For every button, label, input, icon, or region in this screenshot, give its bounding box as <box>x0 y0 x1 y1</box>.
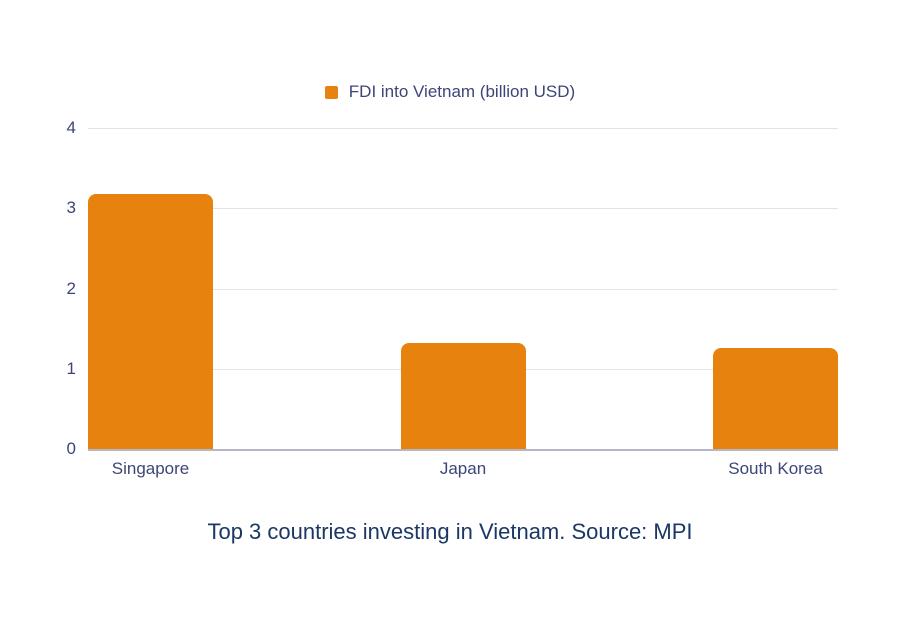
x-label-south-korea: South Korea <box>728 459 823 478</box>
y-tick-label-4: 4 <box>66 118 76 137</box>
gridline-4 <box>88 128 838 129</box>
y-tick-label-0: 0 <box>66 439 76 458</box>
bar-singapore <box>88 193 213 449</box>
y-tick-label-1: 1 <box>66 358 76 378</box>
y-tick-label-3: 3 <box>66 198 76 218</box>
y-tick-label-2: 2 <box>66 278 76 298</box>
legend-marker-square <box>324 85 338 99</box>
bar-japan <box>400 343 526 449</box>
x-axis-line <box>88 449 838 451</box>
x-label-japan: Japan <box>439 459 487 478</box>
chart-legend: FDI into Vietnam (billion USD) <box>0 82 900 102</box>
x-label-singapore: Singapore <box>111 459 190 478</box>
chart-caption: Top 3 countries investing in Vietnam. So… <box>207 519 693 544</box>
gridline-3 <box>88 208 838 210</box>
bar-south-korea <box>713 347 838 449</box>
plot-area: 0 1 2 3 4 Singapore Japan South Korea <box>67 118 838 478</box>
gridline-2 <box>88 288 838 290</box>
legend-label: FDI into Vietnam (billion USD) <box>348 82 576 101</box>
